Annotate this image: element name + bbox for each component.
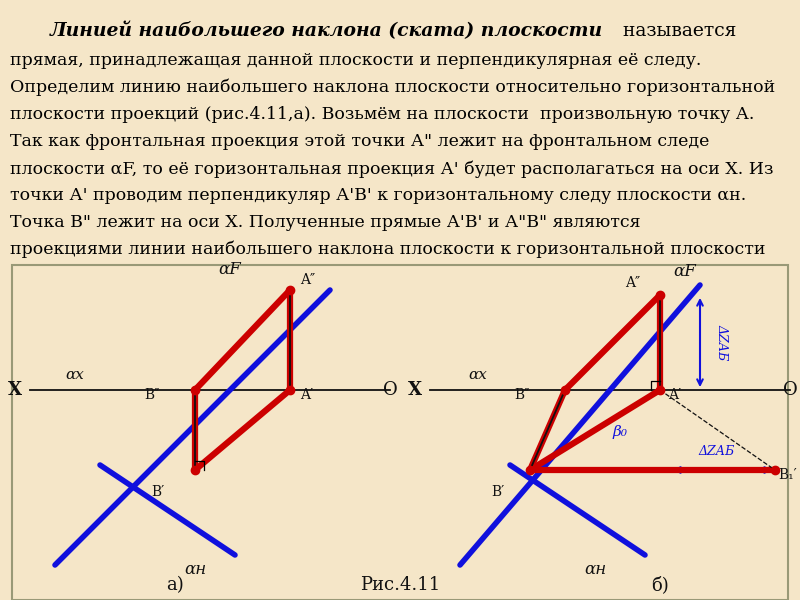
- Text: A′: A′: [668, 388, 681, 402]
- Text: X: X: [8, 381, 22, 399]
- Text: точки А' проводим перпендикуляр А'В' к горизонтальному следу плоскости αн.: точки А' проводим перпендикуляр А'В' к г…: [10, 187, 746, 204]
- Text: плоскости αF, то её горизонтальная проекция А' будет располагаться на оси X. Из: плоскости αF, то её горизонтальная проек…: [10, 160, 774, 178]
- Text: αF: αF: [218, 262, 242, 278]
- Text: плоскости проекций (рис.4.11,а). Возьмём на плоскости  произвольную точку А.: плоскости проекций (рис.4.11,а). Возьмём…: [10, 106, 754, 123]
- Text: б): б): [651, 576, 669, 594]
- Text: B₁′: B₁′: [778, 468, 797, 482]
- Text: αx: αx: [66, 368, 85, 382]
- Text: проекциями линии наибольшего наклона плоскости к горизонтальной плоскости: проекциями линии наибольшего наклона пло…: [10, 241, 766, 259]
- Text: A″: A″: [300, 273, 315, 287]
- Text: называется: называется: [617, 22, 736, 40]
- Text: A″: A″: [625, 276, 640, 290]
- Text: Определим линию наибольшего наклона плоскости относительно горизонтальной: Определим линию наибольшего наклона плос…: [10, 79, 775, 97]
- Text: αx: αx: [469, 368, 487, 382]
- Bar: [12, 265, 788, 600]
- Text: αн: αн: [584, 562, 606, 578]
- Text: ΔZАБ: ΔZАБ: [699, 445, 735, 458]
- Text: O: O: [382, 381, 398, 399]
- Text: B′: B′: [152, 485, 165, 499]
- Text: β₀: β₀: [613, 425, 627, 439]
- Text: αF: αF: [674, 263, 696, 280]
- Text: O: O: [782, 381, 798, 399]
- Text: прямая, принадлежащая данной плоскости и перпендикулярная её следу.: прямая, принадлежащая данной плоскости и…: [10, 52, 702, 69]
- Text: ΔZАБ: ΔZАБ: [715, 324, 728, 360]
- Text: а): а): [166, 576, 184, 594]
- Text: B′: B′: [492, 485, 505, 499]
- Text: Так как фронтальная проекция этой точки А" лежит на фронтальном следе: Так как фронтальная проекция этой точки …: [10, 133, 710, 150]
- Text: Рис.4.11: Рис.4.11: [360, 576, 440, 594]
- Text: A′: A′: [300, 388, 313, 402]
- Text: αн: αн: [184, 562, 206, 578]
- Text: X: X: [408, 381, 422, 399]
- Text: B″: B″: [514, 388, 530, 402]
- Text: Линией наибольшего наклона (ската) плоскости: Линией наибольшего наклона (ската) плоск…: [50, 22, 603, 40]
- Text: Точка В" лежит на оси X. Полученные прямые А'В' и А"В" являются: Точка В" лежит на оси X. Полученные прям…: [10, 214, 641, 231]
- Text: B″: B″: [145, 388, 160, 402]
